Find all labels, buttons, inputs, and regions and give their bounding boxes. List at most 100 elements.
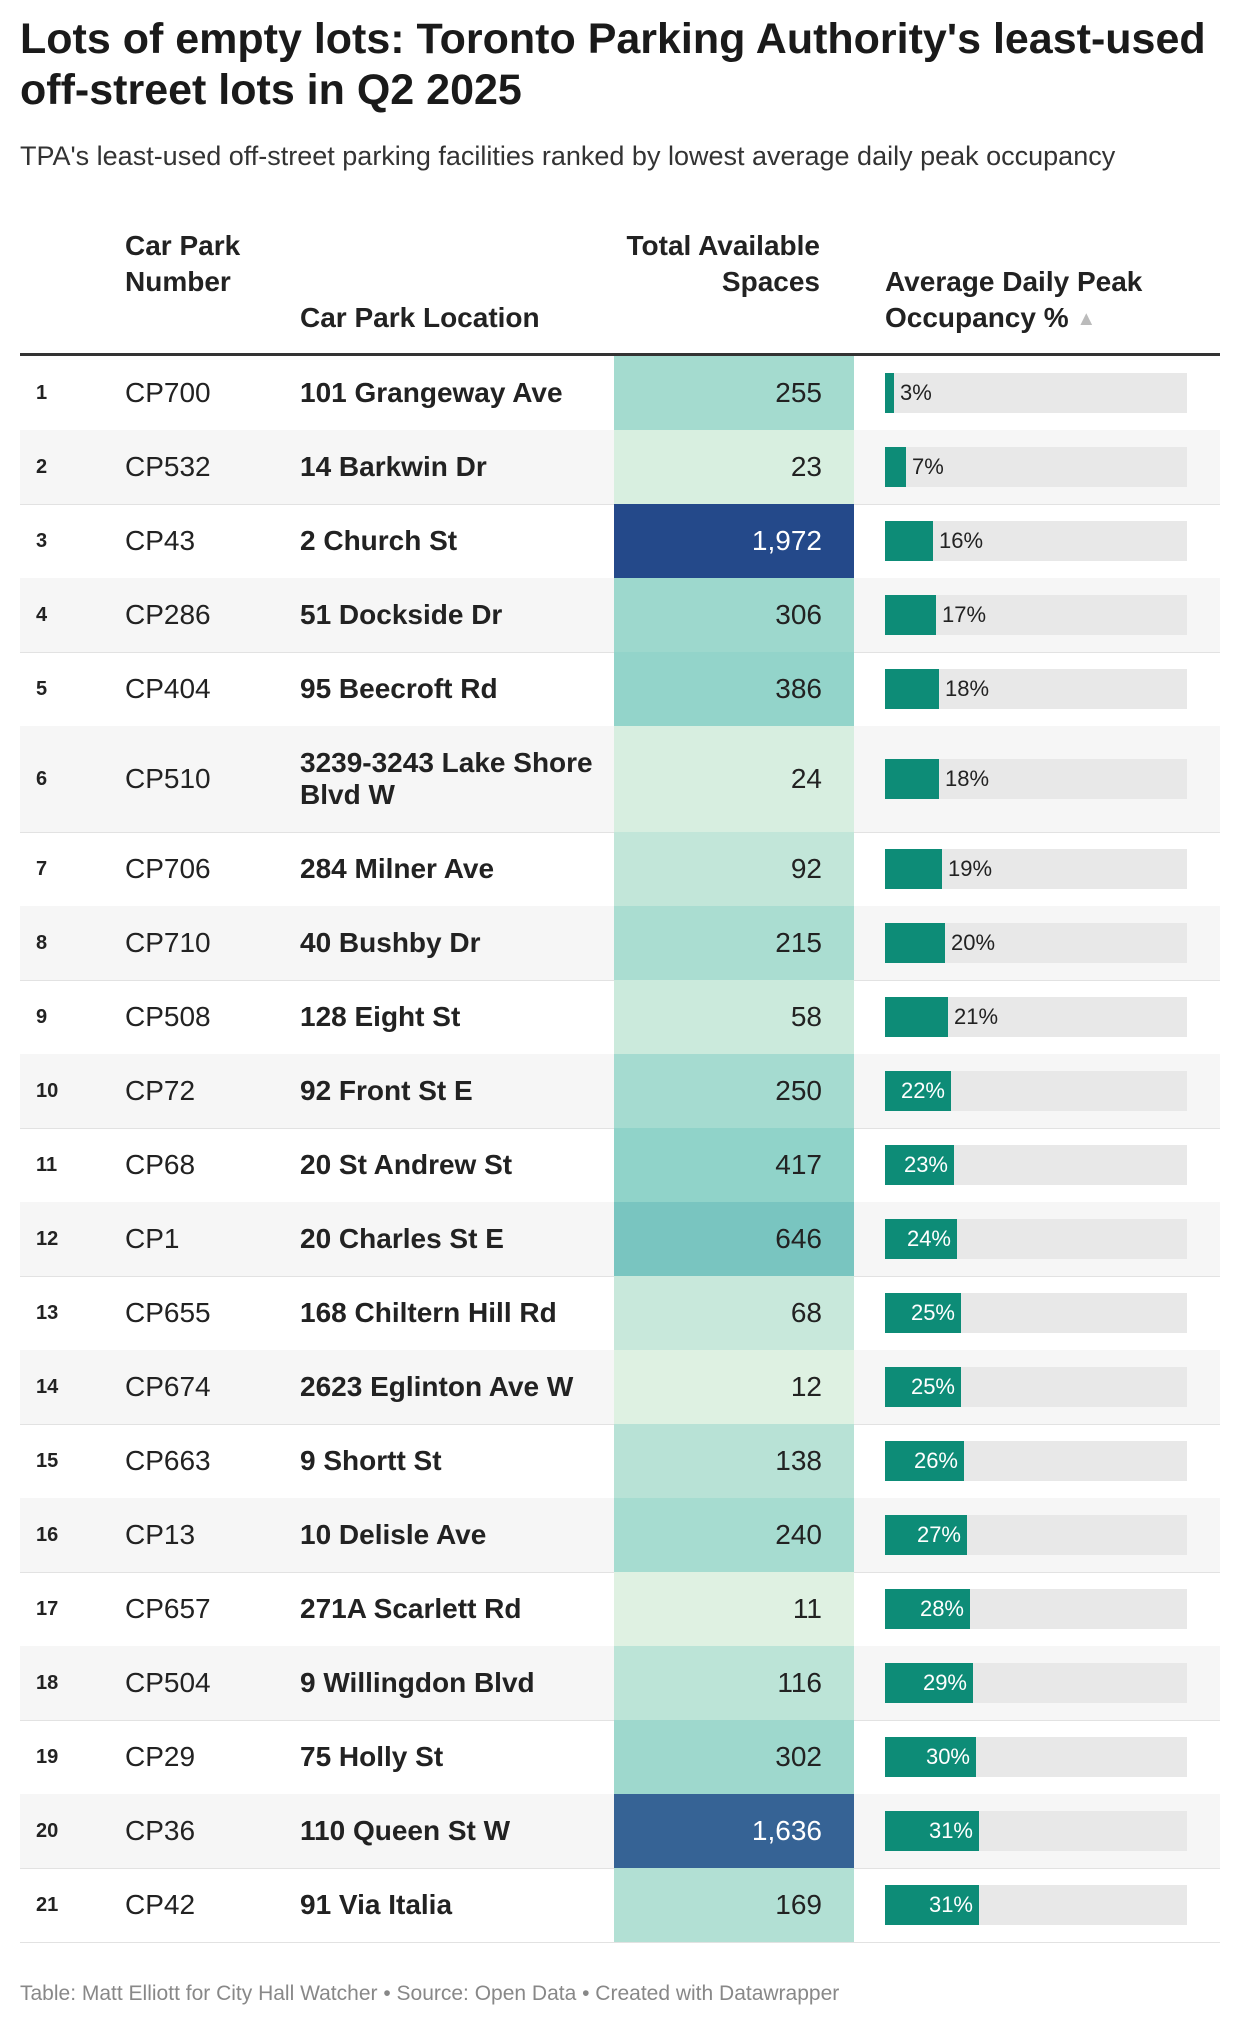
car-park-number: CP42 bbox=[125, 1889, 196, 1920]
total-spaces-cell: 386 bbox=[614, 652, 854, 726]
header-divider bbox=[20, 353, 1220, 356]
car-park-location: 75 Holly St bbox=[300, 1741, 444, 1772]
table-row: 17 CP657 271A Scarlett Rd 11 28% bbox=[20, 1572, 1220, 1647]
occupancy-bar-track: 23% bbox=[885, 1145, 1187, 1185]
car-park-location: 2 Church St bbox=[300, 525, 458, 556]
car-park-number: CP510 bbox=[125, 763, 211, 794]
row-rank: 3 bbox=[36, 529, 48, 552]
car-park-location: 20 St Andrew St bbox=[300, 1149, 513, 1180]
occupancy-bar-track: 25% bbox=[885, 1293, 1187, 1333]
row-rank: 17 bbox=[36, 1597, 59, 1620]
table-row: 13 CP655 168 Chiltern Hill Rd 68 25% bbox=[20, 1276, 1220, 1351]
chart-subtitle: TPA's least-used off-street parking faci… bbox=[20, 141, 1116, 171]
occupancy-bar bbox=[885, 1219, 957, 1259]
occupancy-label: 7% bbox=[912, 454, 944, 479]
occupancy-label: 29% bbox=[922, 1670, 967, 1695]
occupancy-bar-track: 3% bbox=[885, 373, 1187, 413]
car-park-location: 14 Barkwin Dr bbox=[300, 451, 487, 482]
occupancy-bar bbox=[885, 1885, 979, 1925]
occupancy-cell: 23% bbox=[885, 1128, 1187, 1202]
occupancy-bar bbox=[885, 1293, 961, 1333]
car-park-number: CP286 bbox=[125, 599, 211, 630]
row-rank: 6 bbox=[36, 767, 48, 790]
occupancy-cell: 18% bbox=[885, 726, 1187, 832]
car-park-location: 91 Via Italia bbox=[300, 1889, 453, 1920]
total-spaces-cell: 306 bbox=[614, 578, 854, 652]
occupancy-label: 16% bbox=[939, 528, 984, 553]
row-rank: 19 bbox=[36, 1745, 59, 1768]
occupancy-bar bbox=[885, 669, 939, 709]
occupancy-bar-track: 18% bbox=[885, 669, 1187, 709]
occupancy-bar-track: 31% bbox=[885, 1811, 1187, 1851]
occupancy-bar bbox=[885, 447, 906, 487]
table-row: 9 CP508 128 Eight St 58 21% bbox=[20, 980, 1220, 1055]
row-rank: 10 bbox=[36, 1079, 59, 1102]
occupancy-label: 27% bbox=[916, 1522, 961, 1547]
occupancy-bar bbox=[885, 1589, 970, 1629]
occupancy-bar-track: 7% bbox=[885, 447, 1187, 487]
row-rank: 5 bbox=[36, 677, 48, 700]
column-header-occupancy[interactable]: Average Daily Peak Occupancy % ▲ bbox=[885, 264, 1225, 337]
car-park-number: CP663 bbox=[125, 1445, 211, 1476]
row-rank: 4 bbox=[36, 603, 48, 626]
row-rank: 11 bbox=[36, 1153, 58, 1176]
occupancy-label: 3% bbox=[900, 380, 932, 405]
occupancy-cell: 31% bbox=[885, 1794, 1187, 1868]
occupancy-label: 31% bbox=[928, 1892, 973, 1917]
column-header-location-label: Car Park Location bbox=[300, 302, 540, 333]
total-spaces-cell: 68 bbox=[614, 1276, 854, 1350]
column-header-number[interactable]: Car Park Number bbox=[125, 228, 295, 300]
row-rank: 13 bbox=[36, 1301, 59, 1324]
row-rank: 1 bbox=[36, 381, 48, 404]
occupancy-bar-track: 17% bbox=[885, 595, 1187, 635]
car-park-number: CP674 bbox=[125, 1371, 211, 1402]
occupancy-bar bbox=[885, 595, 936, 635]
car-park-number: CP43 bbox=[125, 525, 196, 556]
table-row: 11 CP68 20 St Andrew St 417 23% bbox=[20, 1128, 1220, 1203]
occupancy-bar bbox=[885, 373, 894, 413]
occupancy-cell: 19% bbox=[885, 832, 1187, 906]
total-spaces-cell: 417 bbox=[614, 1128, 854, 1202]
total-spaces-cell: 11 bbox=[614, 1572, 854, 1646]
row-rank: 12 bbox=[36, 1227, 59, 1250]
car-park-location: 101 Grangeway Ave bbox=[300, 377, 563, 408]
table-row: 10 CP72 92 Front St E 250 22% bbox=[20, 1054, 1220, 1129]
occupancy-bar-track: 29% bbox=[885, 1663, 1187, 1703]
occupancy-bar bbox=[885, 1145, 954, 1185]
occupancy-bar bbox=[885, 1367, 961, 1407]
row-rank: 21 bbox=[36, 1893, 59, 1916]
row-rank: 2 bbox=[36, 455, 48, 478]
occupancy-bar-track: 16% bbox=[885, 521, 1187, 561]
row-rank: 18 bbox=[36, 1671, 59, 1694]
occupancy-bar bbox=[885, 521, 933, 561]
car-park-number: CP29 bbox=[125, 1741, 196, 1772]
occupancy-cell: 16% bbox=[885, 504, 1187, 578]
occupancy-cell: 28% bbox=[885, 1572, 1187, 1646]
total-spaces-cell: 646 bbox=[614, 1202, 854, 1276]
row-rank: 15 bbox=[36, 1449, 59, 1472]
car-park-location: 284 Milner Ave bbox=[300, 853, 495, 884]
table-row: 1 CP700 101 Grangeway Ave 255 3% bbox=[20, 356, 1220, 431]
occupancy-cell: 20% bbox=[885, 906, 1187, 980]
occupancy-label: 22% bbox=[900, 1078, 945, 1103]
occupancy-bar bbox=[885, 759, 939, 799]
table-row: 4 CP286 51 Dockside Dr 306 17% bbox=[20, 578, 1220, 653]
occupancy-cell: 31% bbox=[885, 1868, 1187, 1942]
car-park-number: CP36 bbox=[125, 1815, 196, 1846]
column-header-total[interactable]: Total Available Spaces bbox=[612, 228, 820, 300]
occupancy-bar-track: 28% bbox=[885, 1589, 1187, 1629]
occupancy-label: 17% bbox=[942, 602, 987, 627]
total-spaces-cell: 116 bbox=[614, 1646, 854, 1720]
occupancy-label: 20% bbox=[951, 930, 996, 955]
car-park-number: CP72 bbox=[125, 1075, 196, 1106]
car-park-number: CP532 bbox=[125, 451, 211, 482]
column-header-occupancy-label: Average Daily Peak Occupancy % bbox=[885, 266, 1143, 333]
car-park-location: 20 Charles St E bbox=[300, 1223, 504, 1254]
table-row: 2 CP532 14 Barkwin Dr 23 7% bbox=[20, 430, 1220, 505]
occupancy-bar-track: 19% bbox=[885, 849, 1187, 889]
occupancy-bar bbox=[885, 1811, 979, 1851]
column-header-location[interactable]: Car Park Location bbox=[300, 300, 600, 336]
column-header-number-label: Car Park Number bbox=[125, 230, 241, 297]
occupancy-label: 25% bbox=[910, 1374, 955, 1399]
occupancy-bar bbox=[885, 997, 948, 1037]
